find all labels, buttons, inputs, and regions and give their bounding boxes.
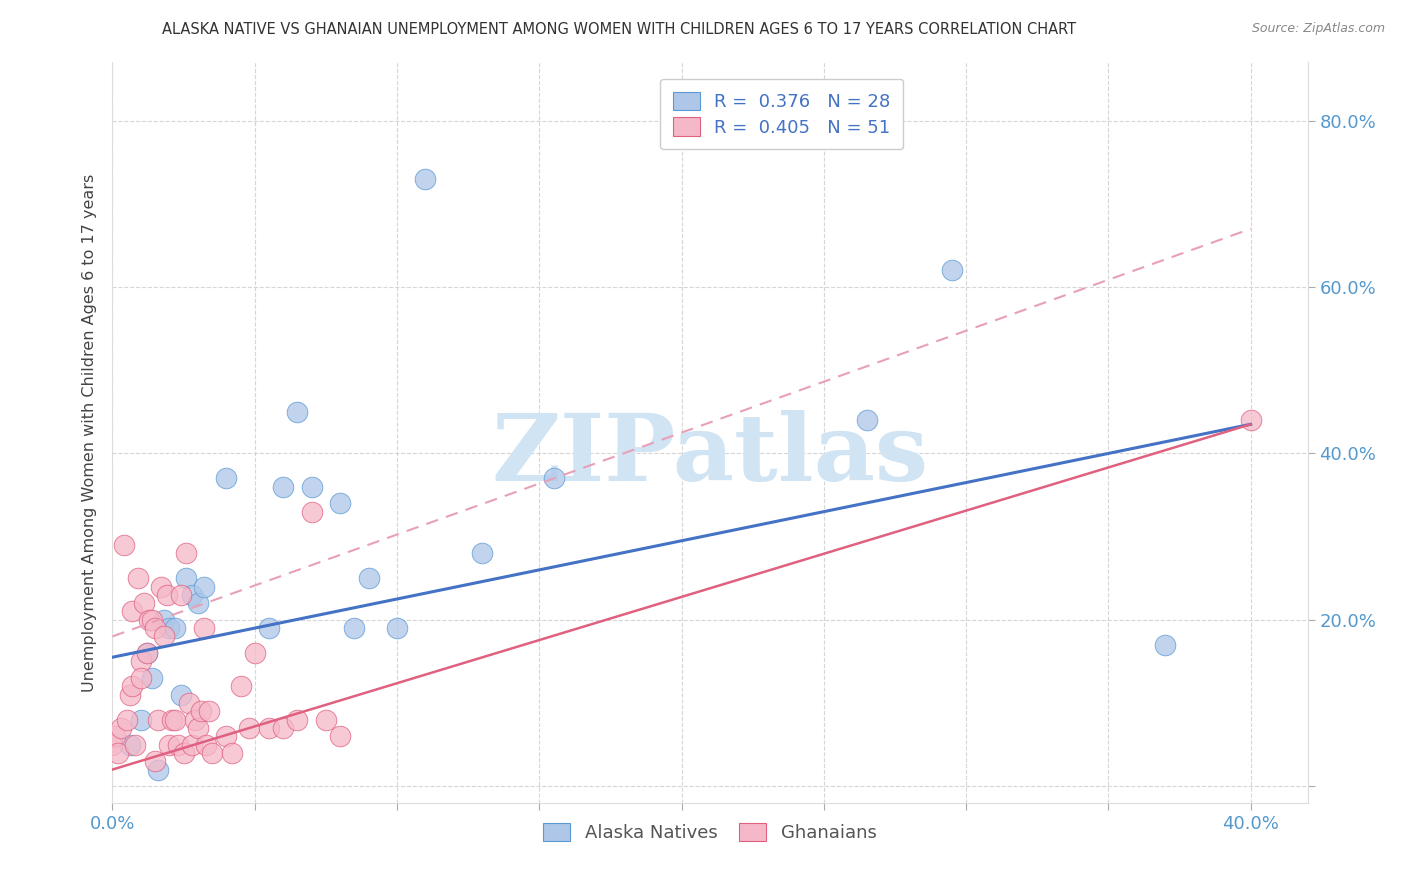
Point (271, 480, 294, 494)
Point (141, 671, 163, 685)
Point (229, 679, 252, 693)
Point (193, 621, 215, 635)
Point (143, 621, 166, 635)
Point (121, 679, 143, 693)
Point (101, 738, 124, 752)
Point (215, 471, 238, 485)
Point (118, 688, 141, 702)
Point (112, 538, 135, 552)
Point (146, 713, 169, 727)
Point (149, 580, 172, 594)
Point (155, 588, 177, 602)
Point (124, 738, 146, 752)
Point (941, 263, 963, 277)
Point (471, 546, 494, 560)
Point (118, 738, 141, 752)
Point (221, 746, 243, 760)
Point (170, 688, 193, 702)
Point (121, 605, 143, 619)
Point (193, 580, 215, 594)
Point (357, 571, 380, 585)
Y-axis label: Unemployment Among Women with Children Ages 6 to 17 years: Unemployment Among Women with Children A… (82, 174, 97, 691)
Point (187, 721, 209, 735)
Point (257, 721, 280, 735)
Point (243, 646, 266, 660)
Point (127, 571, 149, 585)
Point (165, 713, 187, 727)
Point (135, 646, 157, 660)
Point (238, 721, 260, 735)
Point (1240, 413, 1263, 427)
Point (110, 721, 132, 735)
Point (287, 713, 309, 727)
Text: ALASKA NATIVE VS GHANAIAN UNEMPLOYMENT AMONG WOMEN WITH CHILDREN AGES 6 TO 17 YE: ALASKA NATIVE VS GHANAIAN UNEMPLOYMENT A… (162, 22, 1076, 37)
Legend: Alaska Natives, Ghanaians: Alaska Natives, Ghanaians (536, 815, 884, 849)
Point (104, 729, 127, 743)
Point (315, 713, 337, 727)
Point (415, 172, 437, 186)
Point (271, 721, 294, 735)
Point (138, 613, 160, 627)
Point (141, 613, 163, 627)
Point (329, 729, 352, 743)
Point (198, 704, 221, 718)
Text: ZIPatlas: ZIPatlas (492, 409, 928, 500)
Point (129, 654, 152, 668)
Point (301, 480, 323, 494)
Point (195, 738, 218, 752)
Point (543, 471, 565, 485)
Point (287, 405, 309, 419)
Point (201, 746, 224, 760)
Point (385, 621, 408, 635)
Point (143, 754, 166, 768)
Point (190, 704, 212, 718)
Point (162, 713, 183, 727)
Point (115, 713, 138, 727)
Point (129, 671, 152, 685)
Point (173, 746, 195, 760)
Point (135, 646, 157, 660)
Point (132, 596, 155, 610)
Point (343, 621, 366, 635)
Point (181, 588, 204, 602)
Point (855, 413, 877, 427)
Point (181, 738, 204, 752)
Point (107, 746, 129, 760)
Point (257, 621, 280, 635)
Point (179, 696, 201, 710)
Point (176, 571, 198, 585)
Point (1154, 638, 1177, 652)
Point (152, 629, 174, 643)
Point (167, 738, 190, 752)
Point (215, 729, 238, 743)
Point (165, 621, 187, 635)
Point (170, 588, 193, 602)
Point (176, 546, 198, 560)
Point (129, 713, 152, 727)
Point (184, 713, 207, 727)
Point (329, 496, 352, 510)
Point (157, 621, 180, 635)
Point (157, 738, 180, 752)
Point (301, 505, 323, 519)
Point (152, 613, 174, 627)
Point (146, 763, 169, 777)
Point (187, 596, 209, 610)
Text: Source: ZipAtlas.com: Source: ZipAtlas.com (1251, 22, 1385, 36)
